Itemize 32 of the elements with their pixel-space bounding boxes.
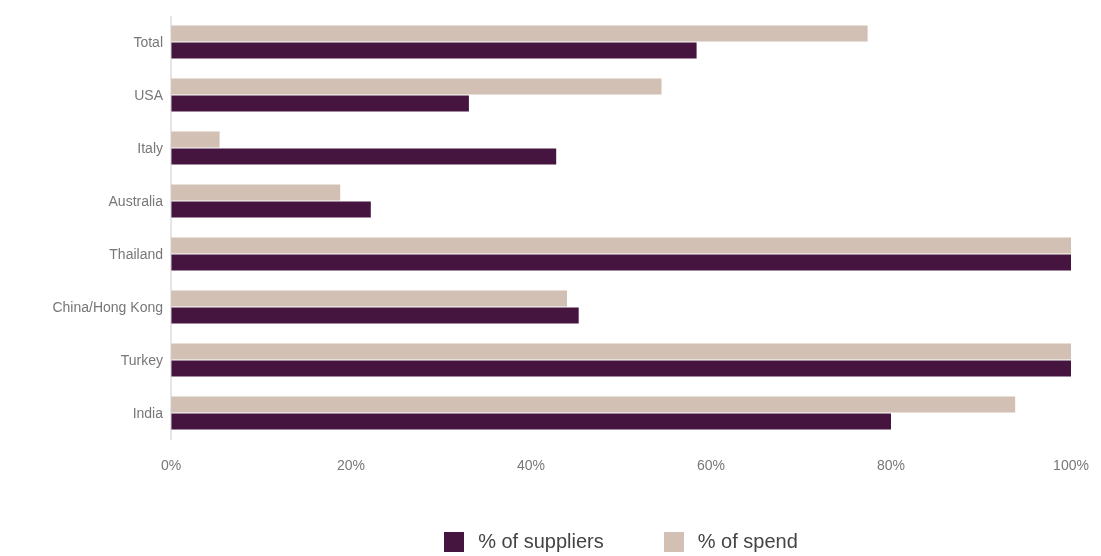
bar <box>171 201 371 218</box>
bar <box>171 343 1071 360</box>
y-tick-label: Italy <box>137 140 163 157</box>
x-tick-label: 20% <box>336 456 366 473</box>
bar <box>171 42 697 59</box>
x-tick-label: 100% <box>1053 456 1089 473</box>
y-tick-label: Australia <box>108 193 164 210</box>
bar <box>171 396 1016 413</box>
y-tick-label: India <box>132 405 164 422</box>
bar <box>171 360 1071 377</box>
x-tick-label: 80% <box>876 456 906 473</box>
legend-label: % of suppliers <box>477 530 604 553</box>
bar <box>171 290 567 307</box>
bar <box>171 184 341 201</box>
bar <box>171 413 891 430</box>
bar <box>171 131 220 148</box>
y-tick-label: Total <box>133 34 163 51</box>
bar <box>171 237 1071 254</box>
x-tick-label: 60% <box>696 456 726 473</box>
bar <box>171 78 662 95</box>
y-tick-label: USA <box>134 87 164 104</box>
bar <box>171 254 1071 271</box>
bar <box>171 307 579 324</box>
bar <box>171 25 868 42</box>
bar <box>171 95 469 112</box>
y-tick-label: Thailand <box>109 246 163 263</box>
y-tick-label: Turkey <box>120 352 163 369</box>
legend-label: % of spend <box>696 530 798 553</box>
x-tick-label: 0% <box>160 456 182 473</box>
x-tick-label: 40% <box>516 456 546 473</box>
y-tick-label: China/Hong Kong <box>52 299 163 316</box>
bar <box>171 148 557 165</box>
